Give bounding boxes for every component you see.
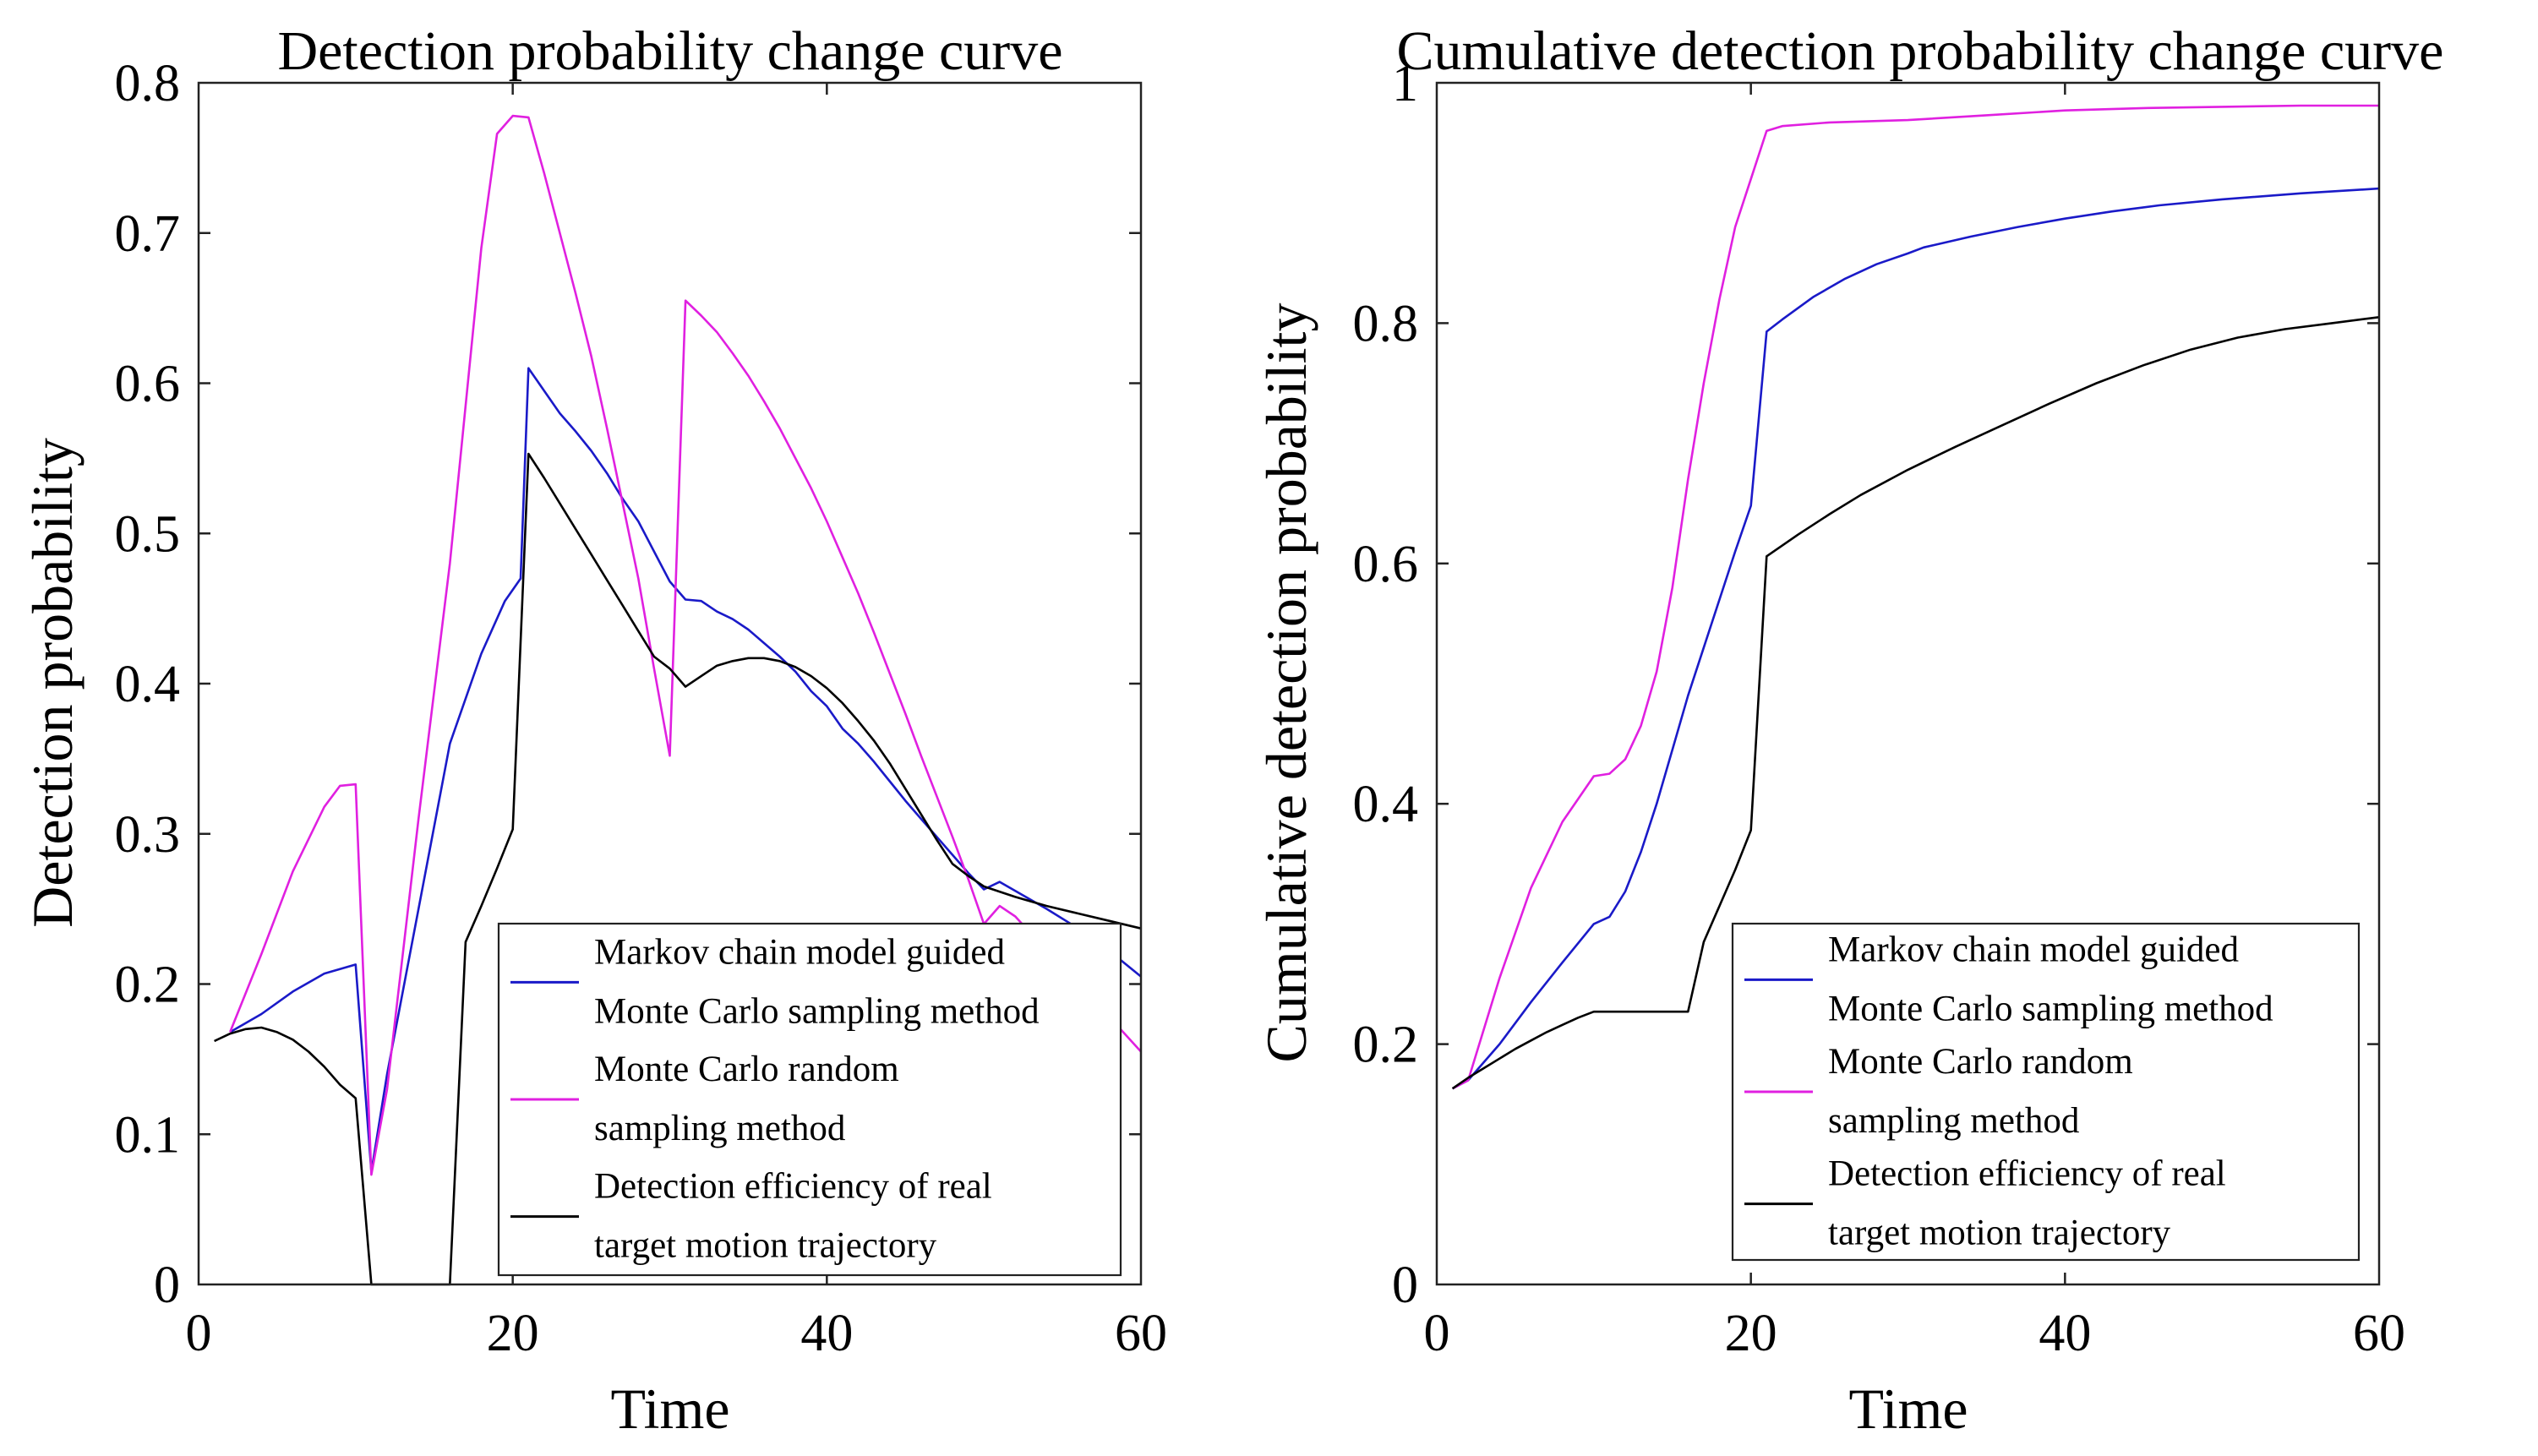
detection-probability-chart: Detection probability change curve Time … [20,20,1167,1441]
y-tick-label: 0.7 [115,205,181,263]
y-axis-label: Detection probability [20,438,85,928]
legend-label: Detection efficiency of real [594,1167,992,1207]
legend: Markov chain model guided Monte Carlo sam… [1731,922,2361,1262]
legend-label: Markov chain model guided [1828,930,2239,969]
legend-label: sampling method [594,1109,845,1148]
series-line [229,367,1142,1173]
axis-ticks: 0 20 40 60 0 0.2 0.4 0.6 0.8 1 [1353,55,2406,1362]
series-line [228,114,1142,1176]
x-tick-label: 40 [2039,1305,2091,1362]
y-tick-label: 0.6 [1353,536,1419,593]
legend-label: Monte Carlo sampling method [1828,989,2273,1028]
legend: Markov chain model guided Monte Carlo sam… [497,922,1122,1277]
chart-title: Detection probability change curve [277,20,1062,82]
y-tick-label: 0 [1392,1257,1418,1314]
y-tick-label: 0 [154,1257,180,1314]
series-line [1451,104,2379,1090]
legend-label: Markov chain model guided [594,932,1005,972]
series-line [1451,187,2380,1090]
legend-box [1731,922,2361,1262]
legend-label: target motion trajectory [1828,1213,2171,1253]
y-tick-label: 0.8 [115,55,181,112]
x-tick-label: 60 [2353,1305,2405,1362]
legend-label: Monte Carlo sampling method [594,991,1040,1031]
x-tick-label: 20 [487,1305,539,1362]
y-tick-label: 0.8 [1353,295,1419,352]
series-line [214,452,1142,1286]
cumulative-detection-probability-chart: Cumulative detection probability change … [1254,20,2443,1441]
legend-box [497,922,1122,1277]
legend-label: Monte Carlo random [1828,1042,2133,1082]
legend-label: sampling method [1828,1101,2079,1141]
series-line [1451,316,2380,1090]
y-tick-label: 1 [1392,55,1418,112]
legend-label: Detection efficiency of real [1828,1154,2226,1194]
x-tick-label: 20 [1725,1305,1777,1362]
x-tick-label: 0 [1424,1305,1450,1362]
x-tick-label: 0 [186,1305,212,1362]
plot-frame [197,81,1143,1286]
legend-label: Monte Carlo random [594,1050,899,1089]
plot-area [1451,104,2380,1090]
y-tick-label: 0.2 [1353,1017,1419,1074]
x-tick-label: 60 [1115,1305,1167,1362]
y-tick-label: 0.6 [115,356,181,413]
axis-ticks: 0 20 40 60 0 0.1 0.2 0.3 0.4 0.5 0.6 0.7 0.8 [115,55,1168,1362]
y-tick-label: 0.2 [115,957,181,1014]
y-tick-label: 0.3 [115,806,181,864]
plot-area [214,114,1142,1286]
y-tick-label: 0.4 [115,656,181,713]
y-tick-label: 0.5 [115,505,181,563]
y-tick-label: 0.4 [1353,776,1419,833]
x-tick-label: 40 [800,1305,853,1362]
chart-title: Cumulative detection probability change … [1397,20,2444,82]
plot-frame [1435,81,2381,1286]
y-tick-label: 0.1 [115,1106,181,1164]
x-axis-label: Time [610,1377,729,1441]
y-axis-label: Cumulative detection probability [1254,303,1318,1063]
x-axis-label: Time [1848,1377,1968,1441]
legend-label: target motion trajectory [594,1226,937,1266]
